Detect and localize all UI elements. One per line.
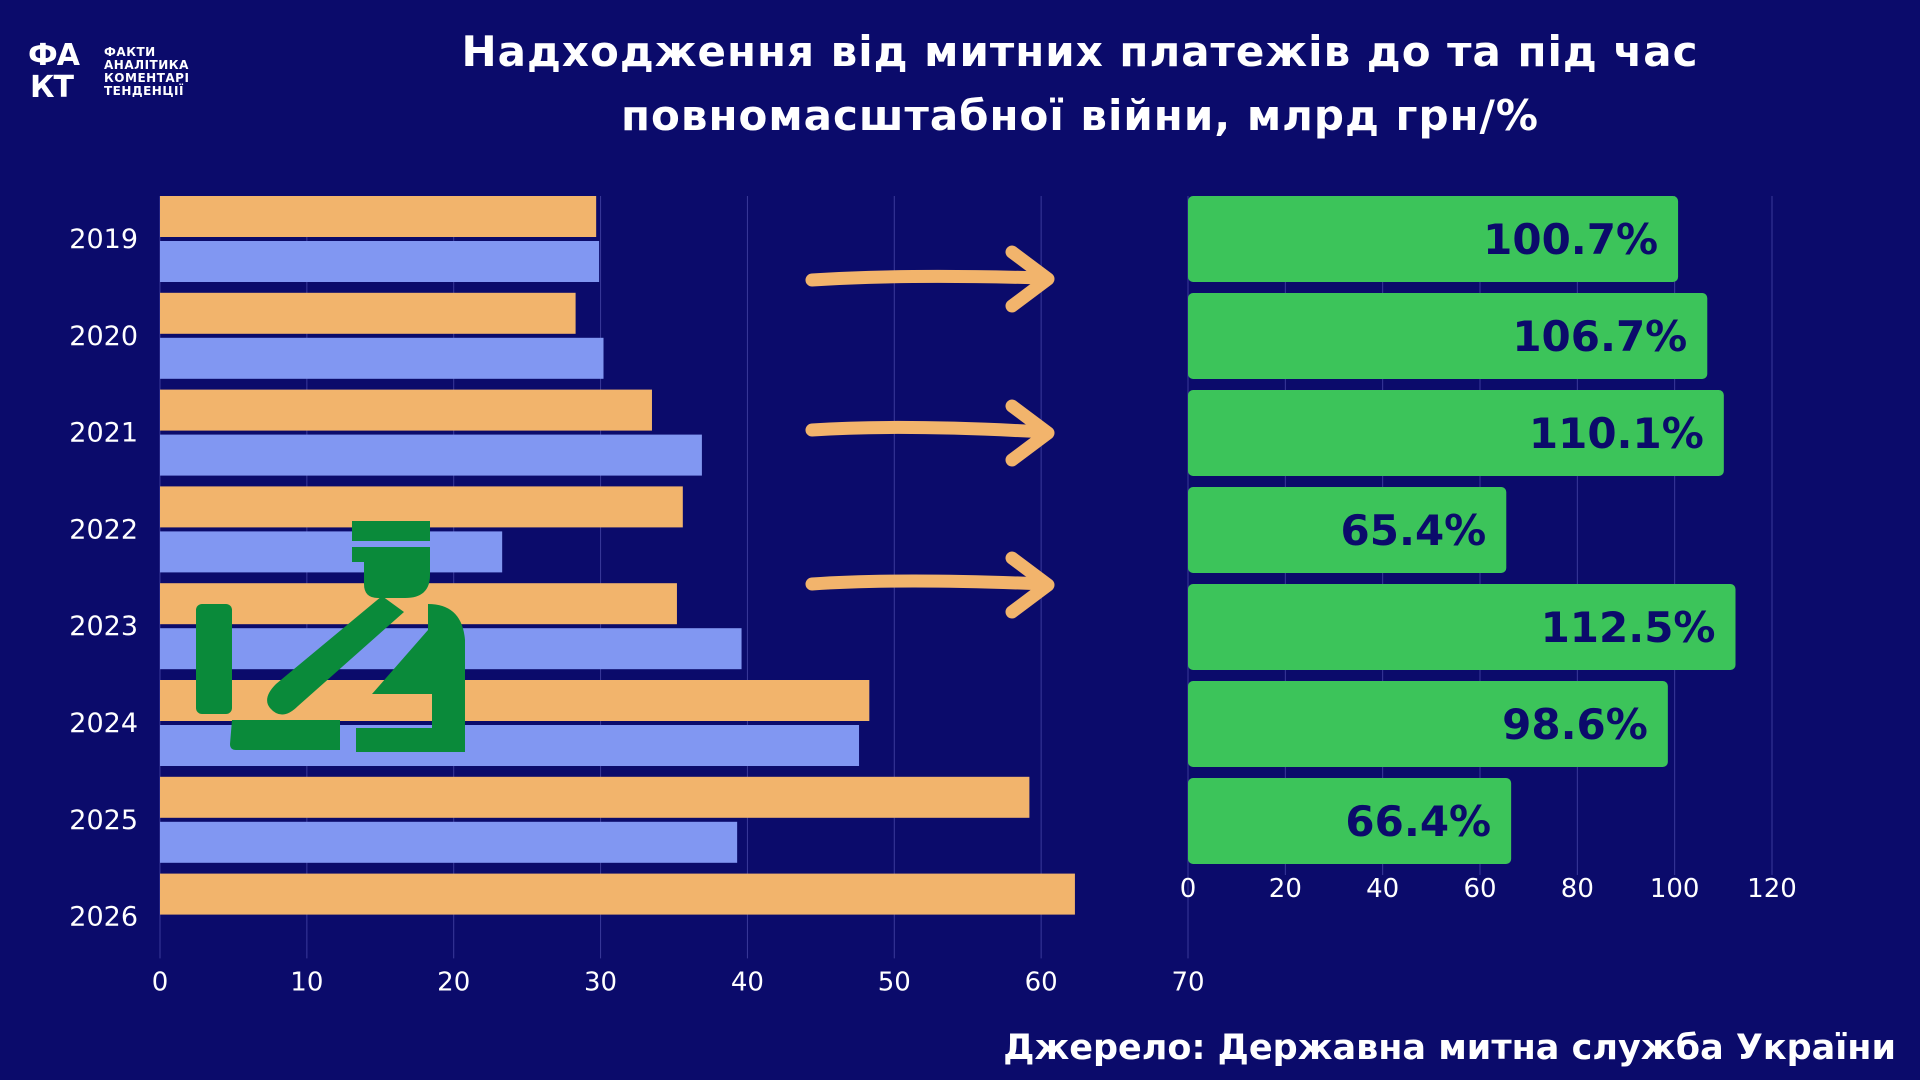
right-x-tick-label: 120 bbox=[1747, 874, 1797, 904]
left-bar bbox=[160, 821, 738, 863]
right-bar-value-label: 110.1% bbox=[1529, 409, 1704, 458]
left-bar bbox=[160, 486, 683, 528]
right-bar-value-label: 112.5% bbox=[1541, 603, 1716, 652]
left-x-tick-label: 30 bbox=[584, 967, 617, 997]
logo-mark: ФА КТ bbox=[24, 40, 100, 110]
left-x-tick-label: 10 bbox=[290, 967, 323, 997]
left-x-tick-label: 60 bbox=[1025, 967, 1058, 997]
right-bar-value-label: 65.4% bbox=[1341, 506, 1487, 555]
left-bar bbox=[160, 337, 604, 379]
logo: ФА КТ ФАКТИ АНАЛІТИКА КОМЕНТАРІ ТЕНДЕНЦІ… bbox=[24, 40, 204, 110]
left-category-label: 2019 bbox=[69, 224, 138, 255]
left-category-label: 2020 bbox=[69, 321, 138, 352]
left-category-label: 2025 bbox=[69, 805, 138, 836]
left-category-label: 2021 bbox=[69, 418, 138, 449]
left-category-label: 2022 bbox=[69, 514, 138, 545]
right-x-tick-label: 80 bbox=[1561, 874, 1594, 904]
left-bar bbox=[160, 680, 870, 721]
left-bar bbox=[160, 873, 1075, 915]
right-bar bbox=[1188, 487, 1507, 573]
right-bar-value-label: 106.7% bbox=[1512, 312, 1687, 361]
logo-word: ФАКТИ bbox=[104, 45, 156, 59]
arrow-right-icon bbox=[805, 399, 1055, 467]
arrow-right-icon bbox=[805, 245, 1055, 313]
right-bar bbox=[1188, 390, 1724, 476]
left-chart-bars bbox=[160, 196, 1075, 915]
logo-mark-line1: ФА bbox=[28, 38, 80, 73]
left-bar bbox=[160, 196, 597, 237]
right-bar bbox=[1188, 584, 1736, 670]
arrow-right-icon bbox=[805, 551, 1055, 619]
title-line1: Надходження від митних платежів до та пі… bbox=[461, 27, 1699, 76]
left-bar bbox=[160, 776, 1030, 818]
left-bar bbox=[160, 531, 503, 573]
right-bar bbox=[1188, 196, 1679, 282]
right-bar bbox=[1188, 293, 1708, 379]
right-chart-bars bbox=[1188, 196, 1736, 864]
chart-title: Надходження від митних платежів до та пі… bbox=[380, 20, 1780, 148]
left-x-tick-label: 20 bbox=[437, 967, 470, 997]
logo-word: КОМЕНТАРІ bbox=[104, 71, 190, 85]
logo-word: ТЕНДЕНЦІЇ bbox=[104, 84, 184, 98]
left-x-tick-label: 70 bbox=[1171, 967, 1204, 997]
right-x-tick-label: 40 bbox=[1366, 874, 1399, 904]
title-line2: повномасштабної війни, млрд грн/% bbox=[621, 91, 1539, 140]
logo-mark-line2: КТ bbox=[30, 70, 74, 105]
source-note: Джерело: Державна митна служба України bbox=[1003, 1028, 1896, 1068]
right-bar-value-label: 100.7% bbox=[1483, 215, 1658, 264]
left-bar bbox=[160, 241, 600, 282]
logo-words: ФАКТИ АНАЛІТИКА КОМЕНТАРІ ТЕНДЕНЦІЇ bbox=[104, 46, 214, 98]
logo-word: АНАЛІТИКА bbox=[104, 58, 189, 72]
chart-labels: 0 10 20 30 40 50 60 70 2019 2020 2021 2022 2023 2024 2… bbox=[69, 215, 1797, 997]
right-x-tick-label: 0 bbox=[1180, 874, 1197, 904]
left-category-label: 2024 bbox=[69, 708, 138, 739]
customs-officer-icon bbox=[196, 521, 465, 752]
left-x-tick-label: 50 bbox=[878, 967, 911, 997]
left-bar bbox=[160, 389, 652, 431]
right-x-tick-label: 60 bbox=[1463, 874, 1496, 904]
left-x-tick-label: 40 bbox=[731, 967, 764, 997]
left-category-label: 2026 bbox=[69, 902, 138, 933]
left-category-label: 2023 bbox=[69, 611, 138, 642]
right-x-tick-label: 100 bbox=[1650, 874, 1700, 904]
right-bar bbox=[1188, 681, 1668, 767]
right-bar bbox=[1188, 778, 1512, 864]
left-x-tick-label: 0 bbox=[152, 967, 169, 997]
right-bar-value-label: 98.6% bbox=[1502, 700, 1648, 749]
left-bar bbox=[160, 292, 576, 334]
right-bar-value-label: 66.4% bbox=[1345, 797, 1491, 846]
right-x-tick-label: 20 bbox=[1269, 874, 1302, 904]
left-bar bbox=[160, 434, 702, 476]
